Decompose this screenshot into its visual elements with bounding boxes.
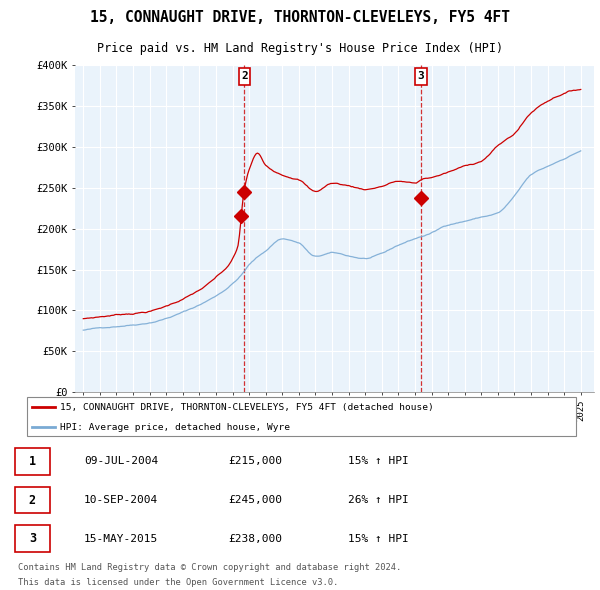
Text: 1: 1 — [29, 455, 36, 468]
Text: 15% ↑ HPI: 15% ↑ HPI — [348, 534, 409, 544]
FancyBboxPatch shape — [27, 397, 576, 436]
FancyBboxPatch shape — [15, 526, 50, 552]
Text: Contains HM Land Registry data © Crown copyright and database right 2024.: Contains HM Land Registry data © Crown c… — [18, 563, 401, 572]
Text: £245,000: £245,000 — [228, 495, 282, 505]
Text: 15, CONNAUGHT DRIVE, THORNTON-CLEVELEYS, FY5 4FT: 15, CONNAUGHT DRIVE, THORNTON-CLEVELEYS,… — [90, 10, 510, 25]
Text: 26% ↑ HPI: 26% ↑ HPI — [348, 495, 409, 505]
Text: 2: 2 — [29, 493, 36, 507]
Text: 3: 3 — [418, 71, 424, 81]
Text: 10-SEP-2004: 10-SEP-2004 — [84, 495, 158, 505]
FancyBboxPatch shape — [415, 67, 427, 84]
Text: 15% ↑ HPI: 15% ↑ HPI — [348, 456, 409, 466]
Text: 3: 3 — [29, 532, 36, 545]
FancyBboxPatch shape — [15, 448, 50, 474]
Text: £215,000: £215,000 — [228, 456, 282, 466]
Text: This data is licensed under the Open Government Licence v3.0.: This data is licensed under the Open Gov… — [18, 578, 338, 588]
Text: 09-JUL-2004: 09-JUL-2004 — [84, 456, 158, 466]
FancyBboxPatch shape — [239, 67, 250, 84]
Text: HPI: Average price, detached house, Wyre: HPI: Average price, detached house, Wyre — [60, 422, 290, 432]
Text: 2: 2 — [241, 71, 248, 81]
FancyBboxPatch shape — [15, 487, 50, 513]
Text: 15-MAY-2015: 15-MAY-2015 — [84, 534, 158, 544]
Text: Price paid vs. HM Land Registry's House Price Index (HPI): Price paid vs. HM Land Registry's House … — [97, 42, 503, 55]
Text: £238,000: £238,000 — [228, 534, 282, 544]
Text: 15, CONNAUGHT DRIVE, THORNTON-CLEVELEYS, FY5 4FT (detached house): 15, CONNAUGHT DRIVE, THORNTON-CLEVELEYS,… — [60, 403, 434, 412]
